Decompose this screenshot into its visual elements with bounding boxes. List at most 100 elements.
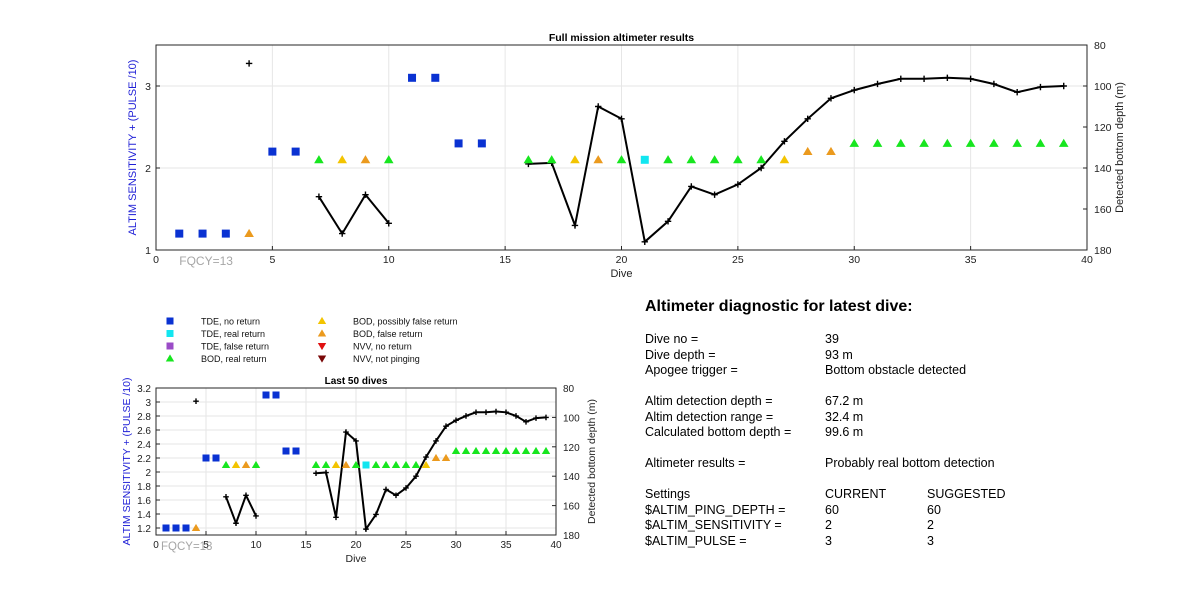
y-left-tick-label: 3 xyxy=(145,81,151,93)
marker-point xyxy=(942,138,953,147)
depth-point xyxy=(664,218,672,225)
marker-point xyxy=(491,446,501,454)
y-right-tick-label: 140 xyxy=(1094,163,1112,175)
marker-point xyxy=(686,155,697,164)
y-right-tick-label: 180 xyxy=(563,531,580,542)
marker-point xyxy=(221,229,230,238)
chart-title: Full mission altimeter results xyxy=(549,32,694,44)
marker-point xyxy=(182,524,190,532)
setting-name: $ALTIM_PULSE = xyxy=(645,533,747,548)
depth-point xyxy=(1060,82,1067,90)
settings-label: Settings xyxy=(645,487,691,501)
apogee-row: Apogee trigger = Bottom obstacle detected xyxy=(645,363,1165,379)
legend-label: BOD, possibly false return xyxy=(353,317,458,327)
marker-point xyxy=(351,460,361,468)
y-left-tick-label: 3.2 xyxy=(137,384,151,395)
x-tick-label: 5 xyxy=(203,540,209,551)
y-right-tick-label: 100 xyxy=(563,413,580,424)
depth-line xyxy=(318,192,390,236)
marker-point xyxy=(241,460,251,468)
marker-point xyxy=(733,155,743,164)
marker-point xyxy=(709,155,720,164)
y-left-tick-label: 2.8 xyxy=(137,412,151,423)
legend-marker xyxy=(317,355,327,363)
marker-point xyxy=(896,138,906,147)
marker-point xyxy=(523,155,534,164)
depth-point xyxy=(757,164,765,172)
settings-header-row: Settings CURRENT SUGGESTED xyxy=(645,487,1165,503)
marker-point xyxy=(481,446,491,454)
depth-point xyxy=(781,138,788,145)
marker-point xyxy=(391,460,401,468)
y-right-tick-label: 80 xyxy=(1094,40,1106,52)
depth-point xyxy=(333,514,339,521)
depth-point xyxy=(313,470,319,477)
marker-point xyxy=(292,447,300,455)
setting-suggested: 2 xyxy=(927,518,934,532)
depth-point xyxy=(253,513,259,519)
y-right-axis-label: Detected bottom depth (m) xyxy=(1114,82,1126,213)
depth-point xyxy=(688,183,695,190)
marker-point xyxy=(411,460,421,468)
marker-point xyxy=(431,73,440,82)
legend-marker xyxy=(317,343,327,351)
apogee-value: Bottom obstacle detected xyxy=(825,363,967,377)
x-tick-label: 10 xyxy=(250,540,262,551)
marker-point xyxy=(272,391,280,399)
marker-point xyxy=(989,138,999,147)
setting-current: 3 xyxy=(825,533,832,548)
x-tick-label: 25 xyxy=(732,254,744,266)
depth-point xyxy=(383,486,389,493)
marker-point xyxy=(401,460,411,468)
marker-point xyxy=(291,147,300,156)
x-tick-label: 15 xyxy=(300,540,312,551)
depth-point xyxy=(315,193,323,200)
y-left-tick-label: 2.6 xyxy=(137,426,151,437)
depth-line xyxy=(315,410,547,532)
depth-point xyxy=(233,520,239,527)
x-tick-label: 30 xyxy=(450,540,462,551)
legend-marker xyxy=(317,316,327,324)
depth-point xyxy=(453,417,459,424)
setting-suggested: 60 xyxy=(927,502,941,517)
y-right-tick-label: 160 xyxy=(1094,204,1112,216)
marker-point xyxy=(919,138,929,147)
y-right-tick-label: 160 xyxy=(563,502,580,513)
y-right-tick-label: 80 xyxy=(563,384,575,395)
depth-point xyxy=(473,409,479,416)
dive-depth-label: Dive depth = xyxy=(645,347,716,362)
depth-point xyxy=(851,86,858,94)
marker-point xyxy=(570,155,580,164)
depth-point xyxy=(443,423,449,430)
marker-point xyxy=(826,146,836,156)
depth-point xyxy=(245,60,253,67)
marker-point xyxy=(172,524,180,532)
y-right-tick-label: 100 xyxy=(1094,81,1112,93)
marker-point xyxy=(511,446,521,454)
marker-point xyxy=(593,155,604,164)
marker-point xyxy=(251,460,261,468)
marker-point xyxy=(640,155,649,164)
depth-point xyxy=(223,493,229,500)
marker-point xyxy=(198,229,207,238)
legend-label: BOD, real return xyxy=(201,354,267,364)
marker-point xyxy=(546,155,557,164)
det-range-row: Altim detection range = 32.4 m xyxy=(645,410,1165,426)
marker-point xyxy=(162,524,170,532)
y-left-axis-label: ALTIM SENSITIVITY + (PULSE /10) xyxy=(121,378,133,546)
setting-current: 60 xyxy=(825,502,839,517)
marker-point xyxy=(501,446,511,454)
y-left-axis-label: ALTIM SENSITIVITY + (PULSE /10) xyxy=(127,60,139,236)
marker-point xyxy=(212,454,220,462)
dive-no-value: 39 xyxy=(825,332,839,346)
depth-point xyxy=(920,75,928,83)
marker-point xyxy=(965,138,976,147)
depth-point xyxy=(343,429,349,435)
marker-point xyxy=(202,454,210,462)
marker-point xyxy=(362,461,370,469)
marker-point xyxy=(191,523,201,531)
marker-point xyxy=(221,460,231,468)
marker-point xyxy=(282,447,290,455)
results-value: Probably real bottom detection xyxy=(825,456,995,470)
